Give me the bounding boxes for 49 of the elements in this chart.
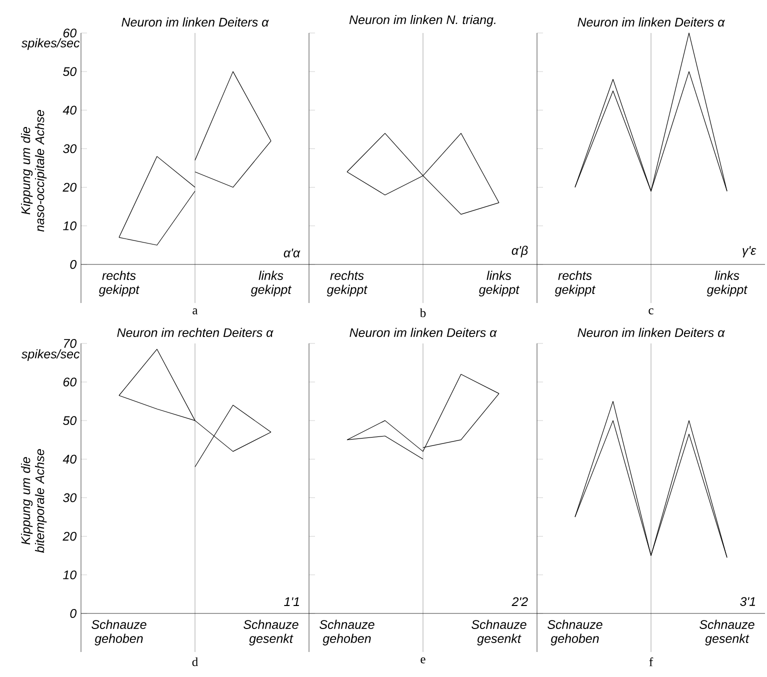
y-axis-title: Kippung um die bitemporale Achse [20, 449, 47, 553]
annotation: 3'1 [740, 597, 756, 606]
x-tick-label: Schnauze gesenkt [244, 620, 298, 646]
chart-title: Neuron im linken Deiters α [578, 17, 725, 27]
y-axis-title: Kippung um die naso-occipitale Achse [20, 110, 47, 232]
y-tick-label: 30 [63, 493, 77, 502]
x-axis-title: c [648, 308, 654, 314]
annotation: γ'ε [742, 246, 756, 258]
annotation: 2'2 [512, 597, 528, 606]
chart-title: Neuron im linken Deiters α [122, 17, 269, 27]
x-tick-label: links gekippt [478, 270, 520, 296]
annotation: α'α [284, 248, 300, 258]
y-tick-label: 20 [62, 532, 77, 541]
x-tick-label: links gekippt [250, 270, 292, 296]
x-axis-title: b [420, 308, 426, 318]
y-tick-label: 60 [63, 28, 77, 38]
text: spikes/sec [21, 349, 80, 361]
y-tick-label: 0 [70, 260, 77, 269]
x-tick-label: Schnauze gehoben [92, 620, 146, 646]
annotation: α'β [512, 246, 528, 258]
y-tick-label: 70 [64, 339, 77, 348]
y-tick-label: 20 [62, 182, 77, 192]
x-tick-label: Schnauze gehoben [320, 620, 374, 646]
chart-title: Neuron im linken Deiters α [350, 328, 497, 338]
y-tick-label: 60 [63, 378, 77, 386]
text: spikes/sec [21, 38, 80, 50]
y-tick-label: 40 [62, 106, 77, 115]
y-tick-label: 10 [63, 221, 77, 230]
y-tick-label: 50 [63, 67, 77, 76]
x-axis-title: a [192, 308, 198, 314]
y-tick-label: 40 [62, 454, 77, 464]
annotation: 1'1 [284, 597, 300, 606]
chart-title: Neuron im linken N. triang. [349, 14, 496, 27]
x-axis-title: d [192, 657, 198, 666]
x-axis-title: e [420, 657, 426, 664]
x-tick-label: rechts gekippt [98, 270, 140, 296]
y-tick-label: 10 [63, 570, 77, 580]
x-tick-label: rechts gekippt [326, 270, 368, 296]
x-tick-label: Schnauze gesenkt [700, 620, 754, 646]
x-tick-label: Schnauze gesenkt [472, 620, 526, 646]
chart-title: Neuron im linken Deiters α [578, 328, 725, 338]
y-tick-label: 30 [63, 144, 77, 154]
y-tick-label: 0 [70, 609, 77, 618]
x-tick-label: links gekippt [706, 270, 748, 296]
x-axis-title: f [649, 657, 654, 666]
chart-title: Neuron im rechten Deiters α [117, 328, 274, 338]
y-tick-label: 50 [63, 416, 77, 425]
x-tick-label: Schnauze gehoben [548, 620, 602, 646]
x-tick-label: rechts gekippt [554, 270, 596, 296]
